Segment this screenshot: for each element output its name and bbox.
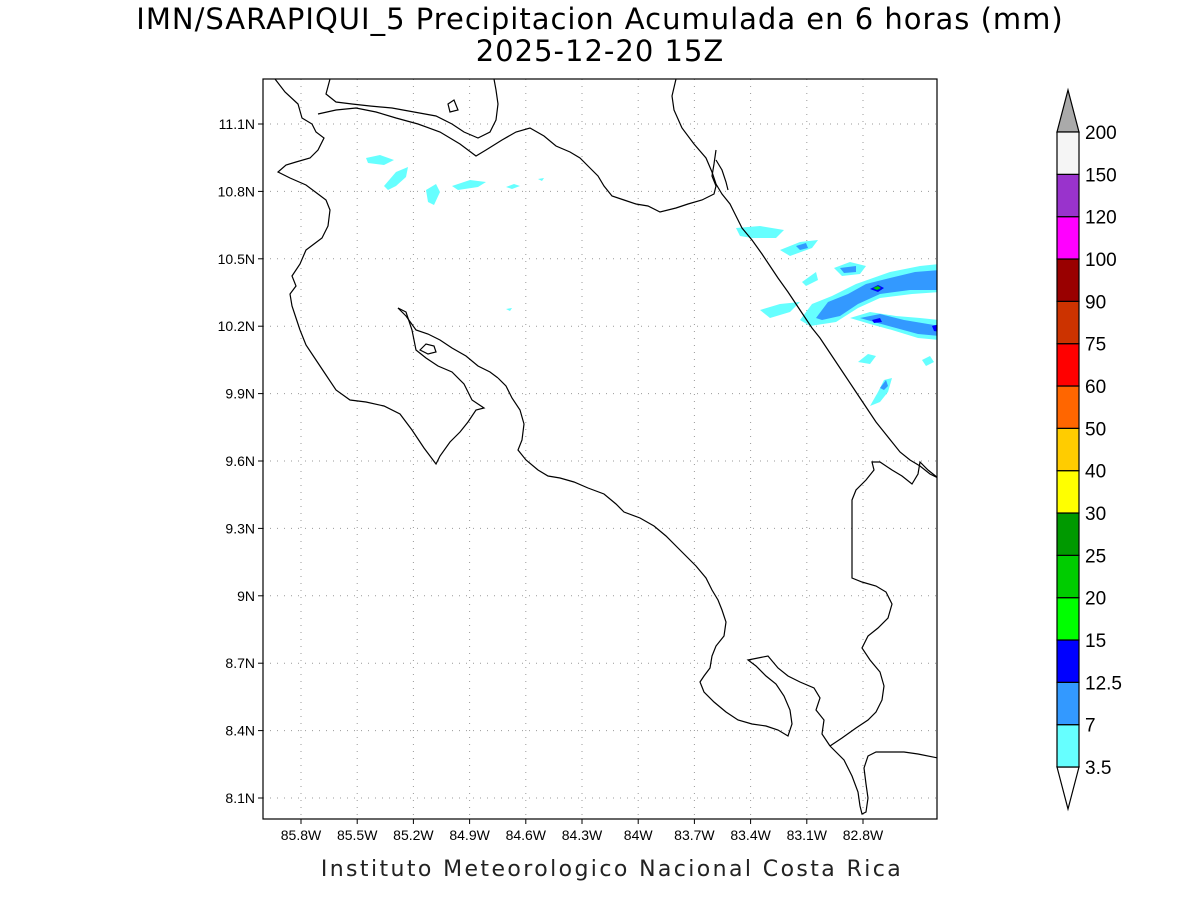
precip-area	[384, 167, 408, 190]
colorbar-swatch	[1056, 131, 1080, 175]
precip-area	[538, 178, 544, 181]
y-tick-label: 9.3N	[225, 520, 255, 536]
precip-area	[922, 356, 934, 366]
x-tick-label: 85.5W	[337, 827, 378, 843]
colorbar-swatch	[1056, 554, 1080, 599]
island-chira	[418, 343, 437, 355]
colorbar-level-label: 100	[1085, 250, 1117, 271]
precip-area	[796, 243, 808, 250]
colorbar-level-label: 25	[1085, 546, 1106, 567]
colorbar-swatch	[1056, 385, 1080, 429]
colorbar-swatch	[1056, 173, 1080, 218]
x-tick-label: 82.8W	[843, 827, 884, 843]
colorbar-level-label: 90	[1085, 292, 1106, 313]
colorbar-under-arrow	[1056, 766, 1080, 812]
x-axis: 85.8W 85.5W 85.2W 84.9W 84.6W 84.3W 84W 83.7W 83…	[281, 819, 884, 843]
colorbar-level-label: 20	[1085, 589, 1106, 610]
southern-coast	[829, 460, 937, 747]
y-tick-label: 11.1N	[219, 116, 255, 132]
colorbar-swatch	[1056, 470, 1080, 514]
san-juan-delta	[715, 159, 729, 191]
colorbar-level-label: 15	[1085, 631, 1106, 652]
map-subtitle-datetime: 2025-12-20 15Z	[475, 34, 725, 68]
caribbean-coast	[671, 79, 937, 479]
precip-area	[802, 272, 818, 286]
x-tick-label: 84.3W	[562, 827, 603, 843]
colorbar-level-label: 50	[1085, 419, 1106, 440]
y-tick-label: 8.7N	[225, 655, 255, 671]
colorbar-swatch	[1056, 597, 1080, 641]
colorbar-swatch	[1056, 639, 1080, 683]
y-tick-label: 10.5N	[218, 251, 255, 267]
osa-peninsula-tip	[829, 745, 937, 815]
nicaragua-lake-shore	[325, 79, 499, 139]
nicoya-gulf	[397, 307, 499, 379]
colorbar-level-label: 150	[1085, 165, 1117, 186]
precip-area	[932, 324, 937, 332]
gridlines	[263, 79, 937, 819]
x-tick-label: 83.7W	[674, 827, 715, 843]
lake-island	[447, 99, 459, 113]
x-tick-label: 85.2W	[393, 827, 434, 843]
plot-area	[263, 79, 937, 819]
x-tick-label: 83.1W	[787, 827, 828, 843]
precip-area	[760, 302, 800, 318]
colorbar-legend: 3.5 7 12.5 15 20 25 30 40 50 60 75 90 100 120 150 200	[1056, 87, 1122, 812]
precip-area	[506, 184, 520, 189]
colorbar-level-label: 200	[1085, 123, 1117, 144]
pacific-coast	[299, 307, 486, 466]
y-tick-label: 9N	[237, 588, 255, 604]
colorbar-level-label: 30	[1085, 504, 1106, 525]
y-tick-label: 8.1N	[225, 790, 255, 806]
nicaragua-border	[317, 107, 717, 213]
precip-area	[506, 308, 512, 311]
x-tick-label: 85.8W	[281, 827, 322, 843]
x-tick-label: 84.6W	[506, 827, 547, 843]
x-tick-label: 83.4W	[730, 827, 771, 843]
y-tick-label: 9.9N	[225, 386, 255, 402]
colorbar-level-label: 60	[1085, 377, 1106, 398]
colorbar-swatch	[1056, 681, 1080, 726]
colorbar-swatch	[1056, 258, 1080, 302]
precip-area	[840, 266, 856, 273]
colorbar-swatch	[1056, 724, 1080, 768]
precip-area	[880, 380, 888, 390]
y-axis: 11.1N 10.8N 10.5N 10.2N 9.9N 9.6N 9.3N 9N 8.7N 8.…	[218, 116, 263, 806]
plot-frame	[262, 78, 938, 820]
y-tick-label: 9.6N	[225, 453, 255, 469]
colorbar-swatch	[1056, 300, 1080, 345]
colorbar-level-label: 40	[1085, 462, 1106, 483]
precip-area	[858, 354, 876, 364]
colorbar-swatch	[1056, 343, 1080, 387]
coastline	[274, 79, 937, 815]
precip-area	[426, 184, 440, 205]
precip-area	[816, 270, 937, 320]
colorbar-swatch	[1056, 512, 1080, 556]
map-title: IMN/SARAPIQUI_5 Precipitacion Acumulada …	[136, 2, 1064, 36]
colorbar-level-label: 12.5	[1085, 673, 1122, 694]
central-pacific-coast	[497, 377, 831, 747]
colorbar-swatch	[1056, 427, 1080, 472]
colorbar-over-arrow	[1056, 87, 1080, 133]
precipitation-shading	[366, 155, 937, 406]
y-tick-label: 10.8N	[218, 183, 255, 199]
colorbar-swatch	[1056, 216, 1080, 260]
precip-area	[366, 155, 394, 165]
colorbar-level-label: 120	[1085, 208, 1117, 229]
y-tick-label: 10.2N	[218, 318, 255, 334]
y-tick-label: 8.4N	[225, 723, 255, 739]
precip-area	[452, 180, 486, 190]
x-tick-label: 84W	[624, 827, 654, 843]
colorbar-level-label: 3.5	[1085, 758, 1111, 779]
x-tick-label: 84.9W	[449, 827, 490, 843]
nicaragua-coast	[274, 79, 331, 331]
colorbar-level-label: 75	[1085, 335, 1106, 356]
precip-area	[872, 318, 882, 323]
precip-area	[873, 286, 881, 290]
colorbar-level-label: 7	[1085, 716, 1096, 737]
footer-credit: Instituto Meteorologico Nacional Costa R…	[320, 857, 904, 882]
